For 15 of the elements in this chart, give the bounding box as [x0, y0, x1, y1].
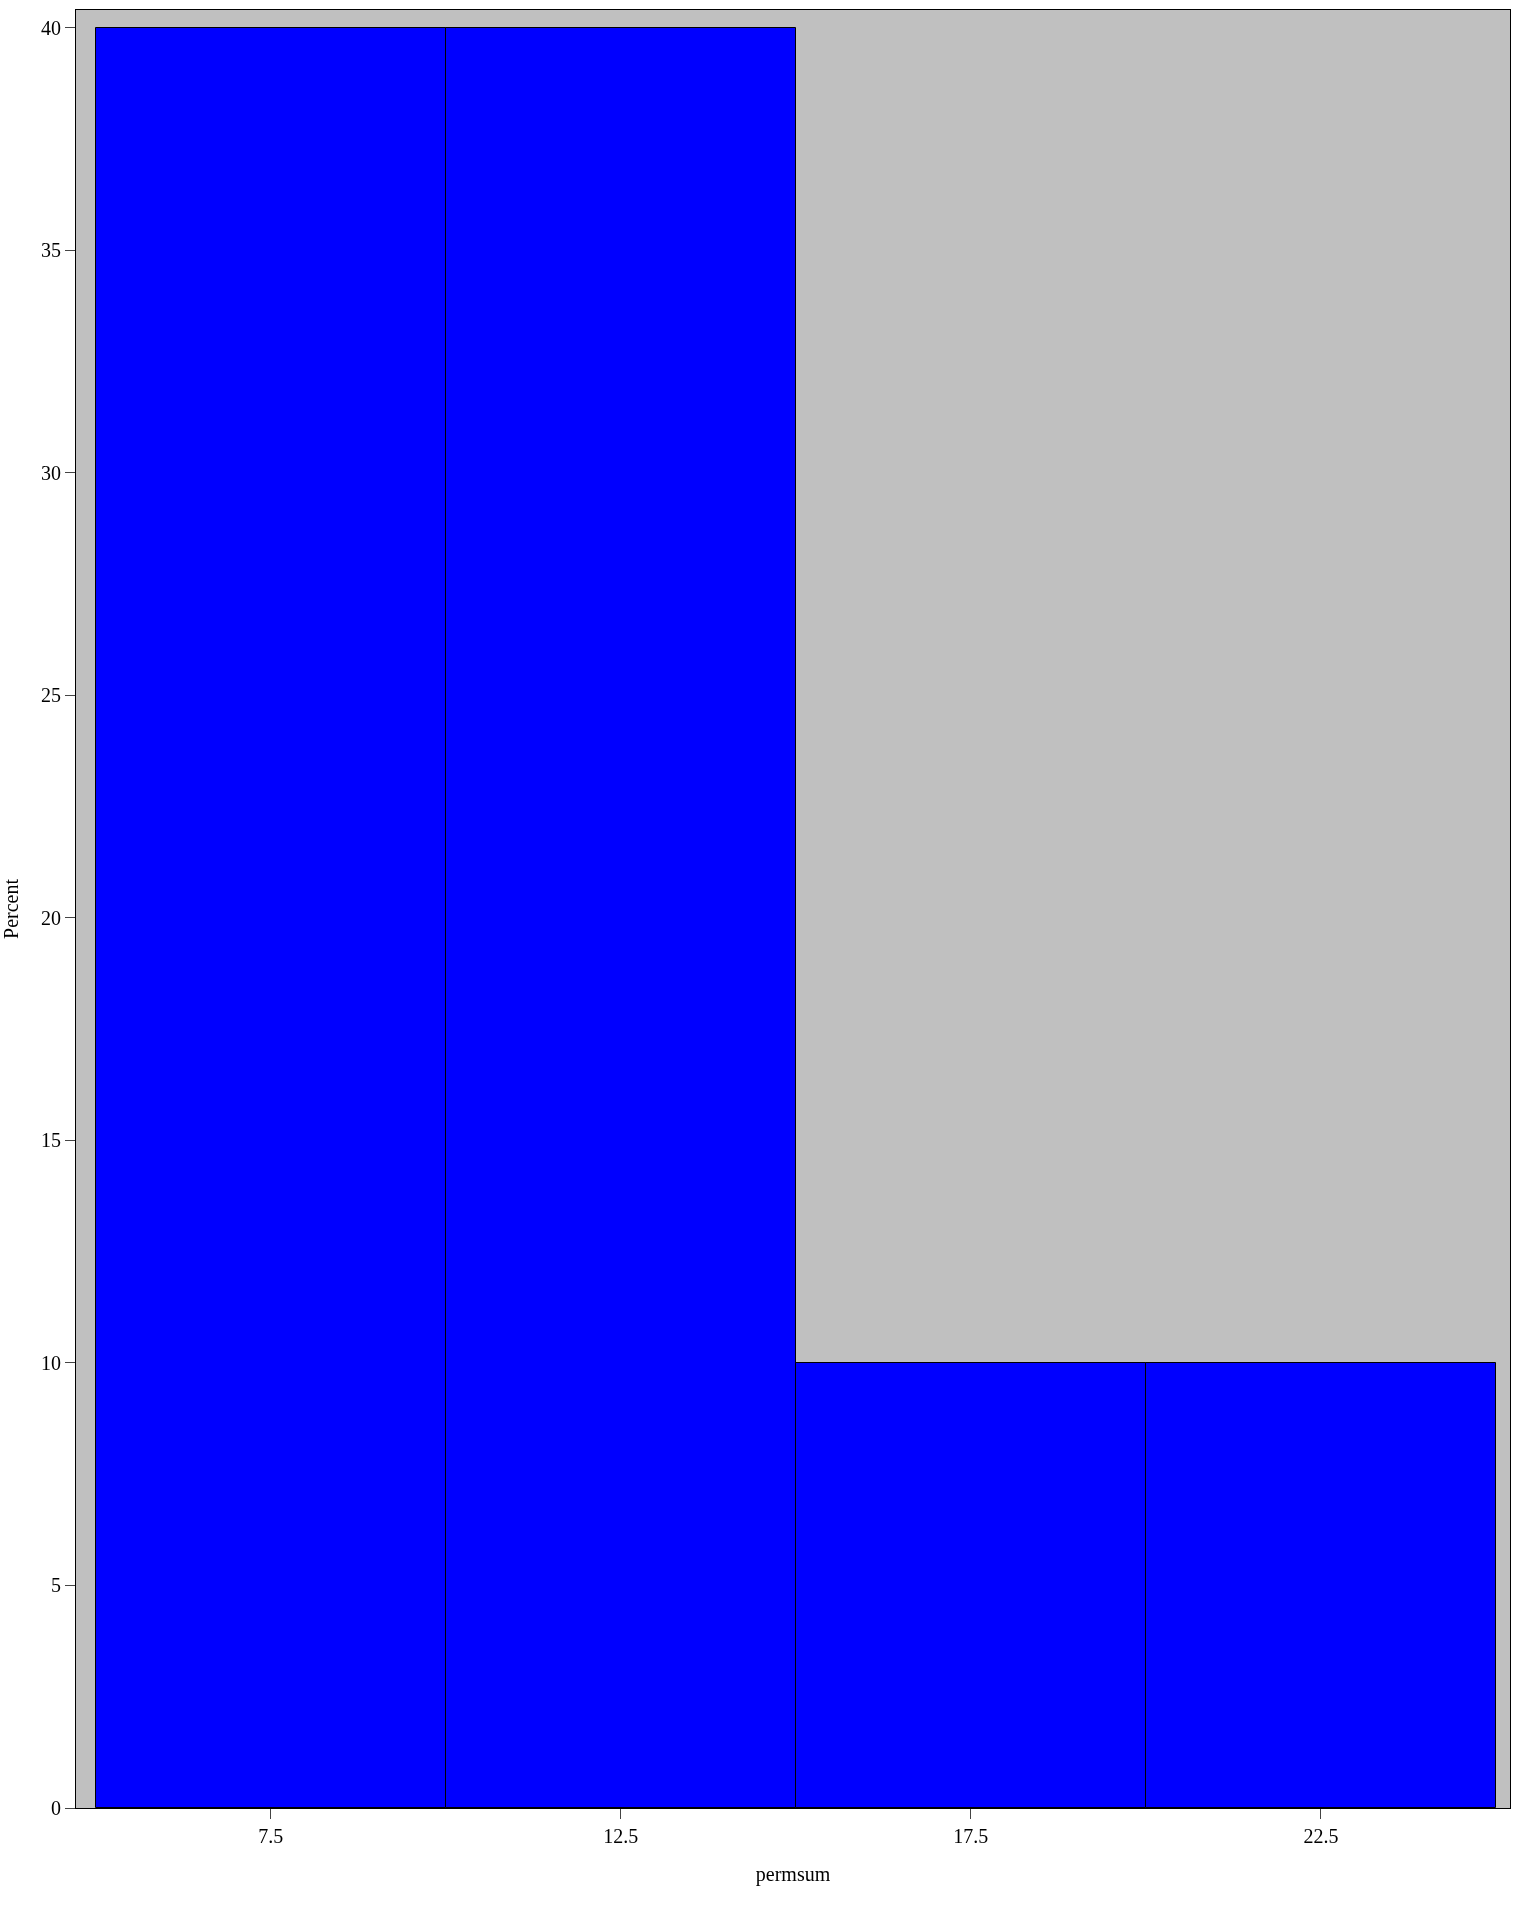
y-tick-label: 0: [51, 1797, 61, 1819]
y-tick-label: 5: [51, 1574, 61, 1597]
y-tick-label: 40: [41, 16, 61, 39]
x-tick-label: 12.5: [603, 1825, 639, 1847]
y-axis-title: Percent: [0, 878, 22, 939]
y-tick-label: 35: [41, 239, 61, 262]
x-tick-label: 22.5: [1303, 1825, 1339, 1847]
y-tick-label: 10: [41, 1351, 61, 1374]
x-tick-label: 7.5: [258, 1825, 284, 1847]
x-tick-label: 17.5: [953, 1825, 989, 1847]
y-tick-label: 20: [41, 906, 61, 929]
y-tick-label: 25: [41, 684, 61, 707]
x-axis-title: permsum: [755, 1862, 831, 1886]
y-tick-label: 15: [41, 1129, 61, 1152]
y-tick-label: 30: [41, 461, 61, 484]
